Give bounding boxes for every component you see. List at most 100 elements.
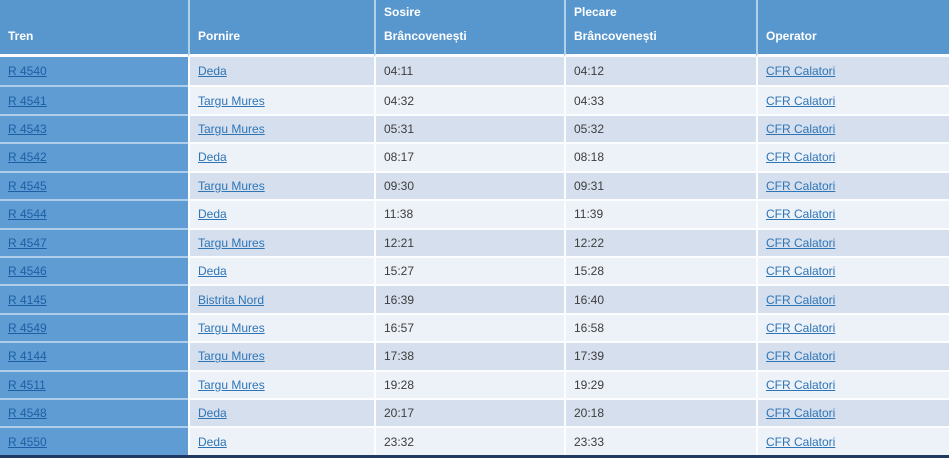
train-link-cell: R 4550 — [0, 426, 188, 455]
train-link-cell: R 4542 — [0, 142, 188, 171]
operator-link[interactable]: CFR Calatori — [766, 178, 836, 193]
train-link[interactable]: R 4545 — [8, 178, 47, 193]
train-link-cell: R 4547 — [0, 227, 188, 256]
operator-link-cell: CFR Calatori — [756, 142, 949, 171]
departure-station-link-cell: Targu Mures — [188, 85, 374, 114]
table-row: R 4542 Deda 08:17 08:18 CFR Calatori — [0, 142, 949, 171]
column-header-plecare-label-line1: Plecare — [574, 5, 617, 19]
operator-link-cell: CFR Calatori — [756, 57, 949, 86]
table-header-row: Tren Pornire Sosire Brâncovenești Plecar… — [0, 0, 949, 57]
train-link[interactable]: R 4543 — [8, 122, 47, 137]
arrival-time: 04:11 — [374, 57, 564, 86]
table-row: R 4144 Targu Mures 17:38 17:39 CFR Calatori — [0, 341, 949, 370]
departure-station-link-cell: Deda — [188, 142, 374, 171]
train-link[interactable]: R 4542 — [8, 150, 47, 165]
departure-station-link[interactable]: Deda — [198, 406, 227, 421]
departure-station-link[interactable]: Deda — [198, 264, 227, 279]
departure-station-link[interactable]: Deda — [198, 207, 227, 222]
operator-link[interactable]: CFR Calatori — [766, 150, 836, 165]
departure-station-link-cell: Targu Mures — [188, 227, 374, 256]
train-link-cell: R 4511 — [0, 369, 188, 399]
arrival-time: 05:31 — [374, 113, 564, 143]
train-link[interactable]: R 4546 — [8, 264, 47, 279]
departure-station-link[interactable]: Targu Mures — [198, 178, 265, 193]
table-row: R 4145 Bistrita Nord 16:39 16:40 CFR Calator… — [0, 284, 949, 313]
column-header-plecare: Plecare Brâncovenești — [564, 0, 756, 57]
arrival-time: 17:38 — [374, 341, 564, 370]
departure-station-link[interactable]: Bistrita Nord — [198, 292, 265, 307]
train-link[interactable]: R 4541 — [8, 93, 47, 108]
departure-station-link[interactable]: Targu Mures — [198, 122, 265, 137]
column-header-operator-label: Operator — [766, 29, 817, 43]
arrival-time: 08:17 — [374, 142, 564, 171]
departure-time: 12:22 — [564, 227, 756, 256]
arrival-time: 16:39 — [374, 284, 564, 313]
departure-time: 04:12 — [564, 57, 756, 86]
arrival-time: 12:21 — [374, 227, 564, 256]
arrival-time: 11:38 — [374, 199, 564, 228]
arrival-time: 09:30 — [374, 170, 564, 200]
column-header-sosire-label-line2: Brâncovenești — [384, 29, 467, 43]
train-link[interactable]: R 4549 — [8, 321, 47, 335]
train-link[interactable]: R 4540 — [8, 64, 47, 79]
arrival-time: 23:32 — [374, 426, 564, 455]
table-row: R 4540 Deda 04:11 04:12 CFR Calatori — [0, 57, 949, 86]
train-link[interactable]: R 4544 — [8, 207, 47, 222]
operator-link[interactable]: CFR Calatori — [766, 406, 836, 421]
table-row: R 4547 Targu Mures 12:21 12:22 CFR Calatori — [0, 227, 949, 256]
operator-link[interactable]: CFR Calatori — [766, 235, 836, 250]
departure-station-link[interactable]: Deda — [198, 150, 227, 165]
column-header-tren-label: Tren — [8, 29, 34, 43]
operator-link-cell: CFR Calatori — [756, 170, 949, 200]
departure-station-link-cell: Bistrita Nord — [188, 284, 374, 313]
operator-link[interactable]: CFR Calatori — [766, 292, 836, 307]
departure-station-link[interactable]: Deda — [198, 434, 227, 449]
train-link[interactable]: R 4550 — [8, 434, 47, 449]
operator-link[interactable]: CFR Calatori — [766, 207, 836, 222]
operator-link[interactable]: CFR Calatori — [766, 434, 836, 449]
train-link[interactable]: R 4511 — [8, 377, 46, 392]
operator-link[interactable]: CFR Calatori — [766, 93, 836, 108]
column-header-sosire-label-line1: Sosire — [384, 5, 421, 19]
departure-station-link[interactable]: Targu Mures — [198, 93, 265, 108]
operator-link[interactable]: CFR Calatori — [766, 377, 836, 392]
train-link[interactable]: R 4145 — [8, 292, 47, 307]
train-link-cell: R 4543 — [0, 113, 188, 143]
table-row: R 4543 Targu Mures 05:31 05:32 CFR Calatori — [0, 113, 949, 143]
column-header-sosire: Sosire Brâncovenești — [374, 0, 564, 57]
departure-station-link-cell: Targu Mures — [188, 341, 374, 370]
table-row: R 4548 Deda 20:17 20:18 CFR Calatori — [0, 398, 949, 427]
departure-time: 15:28 — [564, 255, 756, 285]
train-link[interactable]: R 4547 — [8, 235, 47, 250]
train-link-cell: R 4546 — [0, 255, 188, 285]
table-row: R 4511 Targu Mures 19:28 19:29 CFR Calatori — [0, 369, 949, 399]
departure-station-link[interactable]: Deda — [198, 64, 227, 79]
column-header-plecare-label-line2: Brâncovenești — [574, 29, 657, 43]
operator-link-cell: CFR Calatori — [756, 426, 949, 455]
departure-station-link[interactable]: Targu Mures — [198, 377, 265, 392]
departure-station-link[interactable]: Targu Mures — [198, 349, 265, 364]
train-link-cell: R 4545 — [0, 170, 188, 200]
operator-link[interactable]: CFR Calatori — [766, 122, 836, 137]
departure-time: 23:33 — [564, 426, 756, 455]
departure-time: 16:40 — [564, 284, 756, 313]
operator-link-cell: CFR Calatori — [756, 199, 949, 228]
operator-link[interactable]: CFR Calatori — [766, 264, 836, 279]
departure-time: 20:18 — [564, 398, 756, 427]
train-link[interactable]: R 4144 — [8, 349, 47, 364]
operator-link-cell: CFR Calatori — [756, 398, 949, 427]
schedule-body: R 4540 Deda 04:11 04:12 CFR Calatori R 4541 Ta… — [0, 57, 949, 455]
operator-link-cell: CFR Calatori — [756, 341, 949, 370]
operator-link[interactable]: CFR Calatori — [766, 321, 836, 335]
departure-station-link[interactable]: Targu Mures — [198, 321, 265, 335]
operator-link[interactable]: CFR Calatori — [766, 64, 836, 79]
table-row: R 4544 Deda 11:38 11:39 CFR Calatori — [0, 199, 949, 228]
arrival-time: 19:28 — [374, 369, 564, 399]
operator-link[interactable]: CFR Calatori — [766, 349, 836, 364]
train-link[interactable]: R 4548 — [8, 406, 47, 421]
departure-station-link-cell: Targu Mures — [188, 170, 374, 200]
departure-station-link-cell: Targu Mures — [188, 369, 374, 399]
departure-station-link-cell: Deda — [188, 255, 374, 285]
departure-station-link[interactable]: Targu Mures — [198, 235, 265, 250]
